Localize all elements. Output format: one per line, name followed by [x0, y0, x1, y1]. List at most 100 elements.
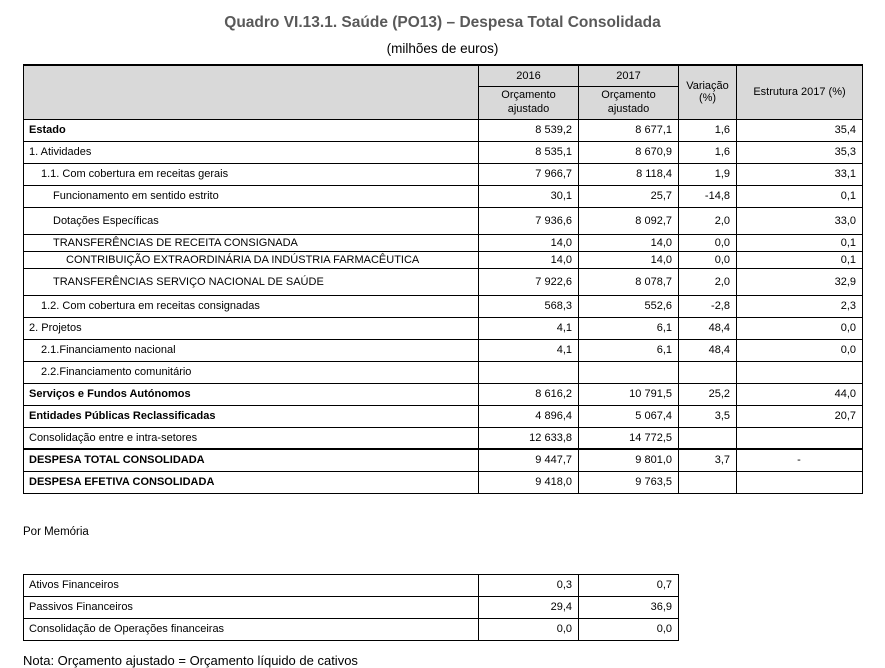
header-estrutura: Estrutura 2017 (%): [736, 64, 863, 120]
main-table: 2016 2017 Variação (%) Estrutura 2017 (%…: [23, 64, 863, 494]
table-row: Dotações Específicas 7 936,6 8 092,7 2,0 33,…: [23, 206, 863, 235]
cell-v2016: 14,0: [478, 233, 579, 252]
row-label: CONTRIBUIÇÃO EXTRAORDINÁRIA DA INDÚSTRIA…: [23, 250, 479, 269]
cell-v2016: 4,1: [478, 316, 579, 340]
cell-v2016: 29,4: [478, 595, 579, 619]
row-label: DESPESA EFETIVA CONSOLIDADA: [23, 470, 479, 494]
main-table-body: Estado 8 539,2 8 677,1 1,6 35,4 1. Atividades…: [23, 118, 863, 494]
footnote: Nota: Orçamento ajustado = Orçamento líq…: [23, 652, 358, 668]
cell-var: [678, 426, 737, 450]
cell-v2017: 0,7: [578, 573, 679, 597]
table-row: TRANSFERÊNCIAS SERVIÇO NACIONAL DE SAÚDE…: [23, 267, 863, 296]
row-label: 2.1.Financiamento nacional: [23, 338, 479, 362]
cell-estr: 32,9: [736, 267, 863, 296]
cell-v2017: 9 801,0: [578, 448, 679, 472]
cell-var: 25,2: [678, 382, 737, 406]
cell-var: 1,9: [678, 162, 737, 186]
cell-v2016: 9 418,0: [478, 470, 579, 494]
row-label: Serviços e Fundos Autónomos: [23, 382, 479, 406]
cell-estr: 0,0: [736, 316, 863, 340]
cell-estr: [736, 470, 863, 494]
row-label: Ativos Financeiros: [23, 573, 479, 597]
cell-var: 0,0: [678, 233, 737, 252]
cell-v2017: 8 670,9: [578, 140, 679, 164]
header-year-2016: 2016: [478, 64, 579, 87]
cell-v2016: 9 447,7: [478, 448, 579, 472]
cell-var: -14,8: [678, 184, 737, 208]
cell-estr: 0,1: [736, 250, 863, 269]
header-orcamento-ajustado-2016: Orçamento ajustado: [478, 85, 579, 120]
cell-v2017: 5 067,4: [578, 404, 679, 428]
table-row: Consolidação entre e intra-setores 12 633…: [23, 426, 863, 450]
row-label: Consolidação de Operações financeiras: [23, 617, 479, 641]
cell-estr: 35,4: [736, 118, 863, 142]
table-row: Ativos Financeiros 0,3 0,7: [23, 573, 679, 597]
cell-estr: 33,1: [736, 162, 863, 186]
cell-v2016: 7 936,6: [478, 206, 579, 235]
row-label: 1. Atividades: [23, 140, 479, 164]
cell-v2016: 8 616,2: [478, 382, 579, 406]
cell-v2017: 10 791,5: [578, 382, 679, 406]
cell-v2017: 552,6: [578, 294, 679, 318]
cell-var: 2,0: [678, 206, 737, 235]
cell-var: 1,6: [678, 118, 737, 142]
table-row: DESPESA EFETIVA CONSOLIDADA 9 418,0 9 763,…: [23, 470, 863, 494]
row-label: Entidades Públicas Reclassificadas: [23, 404, 479, 428]
cell-v2016: 0,0: [478, 617, 579, 641]
cell-v2017: 8 677,1: [578, 118, 679, 142]
row-label: 1.2. Com cobertura em receitas consignad…: [23, 294, 479, 318]
table-row: TRANSFERÊNCIAS DE RECEITA CONSIGNADA 14,0…: [23, 233, 863, 252]
cell-estr: 0,1: [736, 184, 863, 208]
cell-v2017: 14 772,5: [578, 426, 679, 450]
cell-v2016: 7 922,6: [478, 267, 579, 296]
cell-estr: 20,7: [736, 404, 863, 428]
cell-v2017: 0,0: [578, 617, 679, 641]
cell-v2016: 568,3: [478, 294, 579, 318]
table-row: 2.1.Financiamento nacional 4,1 6,1 48,4 0,0: [23, 338, 863, 362]
cell-v2016: 12 633,8: [478, 426, 579, 450]
cell-estr: 0,0: [736, 338, 863, 362]
header-year-2017: 2017: [578, 64, 679, 87]
row-label: Funcionamento em sentido estrito: [23, 184, 479, 208]
cell-estr: -: [736, 448, 863, 472]
cell-estr: 33,0: [736, 206, 863, 235]
row-label: TRANSFERÊNCIAS SERVIÇO NACIONAL DE SAÚDE: [23, 267, 479, 296]
row-label: 2.2.Financiamento comunitário: [23, 360, 479, 384]
row-label: DESPESA TOTAL CONSOLIDADA: [23, 448, 479, 472]
cell-v2017: 25,7: [578, 184, 679, 208]
header-empty-cell: [23, 64, 479, 120]
table-row: Funcionamento em sentido estrito 30,1 25,7…: [23, 184, 863, 208]
cell-var: 48,4: [678, 338, 737, 362]
table-row: CONTRIBUIÇÃO EXTRAORDINÁRIA DA INDÚSTRIA…: [23, 250, 863, 269]
cell-v2016: 30,1: [478, 184, 579, 208]
cell-v2016: 0,3: [478, 573, 579, 597]
por-memoria-label: Por Memória: [23, 525, 89, 538]
cell-v2017: 14,0: [578, 233, 679, 252]
row-label: 1.1. Com cobertura em receitas gerais: [23, 162, 479, 186]
table-row: Estado 8 539,2 8 677,1 1,6 35,4: [23, 118, 863, 142]
cell-estr: [736, 426, 863, 450]
cell-var: 3,5: [678, 404, 737, 428]
cell-v2016: 8 535,1: [478, 140, 579, 164]
cell-estr: 2,3: [736, 294, 863, 318]
cell-v2017: 8 118,4: [578, 162, 679, 186]
cell-v2017: 36,9: [578, 595, 679, 619]
cell-v2017: 8 078,7: [578, 267, 679, 296]
header-variacao-line1: Variação: [686, 80, 729, 93]
header-variacao-line2: (%): [698, 92, 717, 105]
page-title: Quadro VI.13.1. Saúde (PO13) – Despesa T…: [224, 14, 661, 31]
cell-var: -2,8: [678, 294, 737, 318]
cell-estr: 35,3: [736, 140, 863, 164]
table-row: Passivos Financeiros 29,4 36,9: [23, 595, 679, 619]
row-label: Consolidação entre e intra-setores: [23, 426, 479, 450]
row-label: 2. Projetos: [23, 316, 479, 340]
table-row: 1.1. Com cobertura em receitas gerais 7 9…: [23, 162, 863, 186]
cell-var: 3,7: [678, 448, 737, 472]
cell-v2016: [478, 360, 579, 384]
memoria-table: Ativos Financeiros 0,3 0,7 Passivos Finance…: [23, 573, 679, 641]
cell-v2017: 9 763,5: [578, 470, 679, 494]
row-label: Estado: [23, 118, 479, 142]
cell-v2017: 6,1: [578, 316, 679, 340]
row-label: TRANSFERÊNCIAS DE RECEITA CONSIGNADA: [23, 233, 479, 252]
